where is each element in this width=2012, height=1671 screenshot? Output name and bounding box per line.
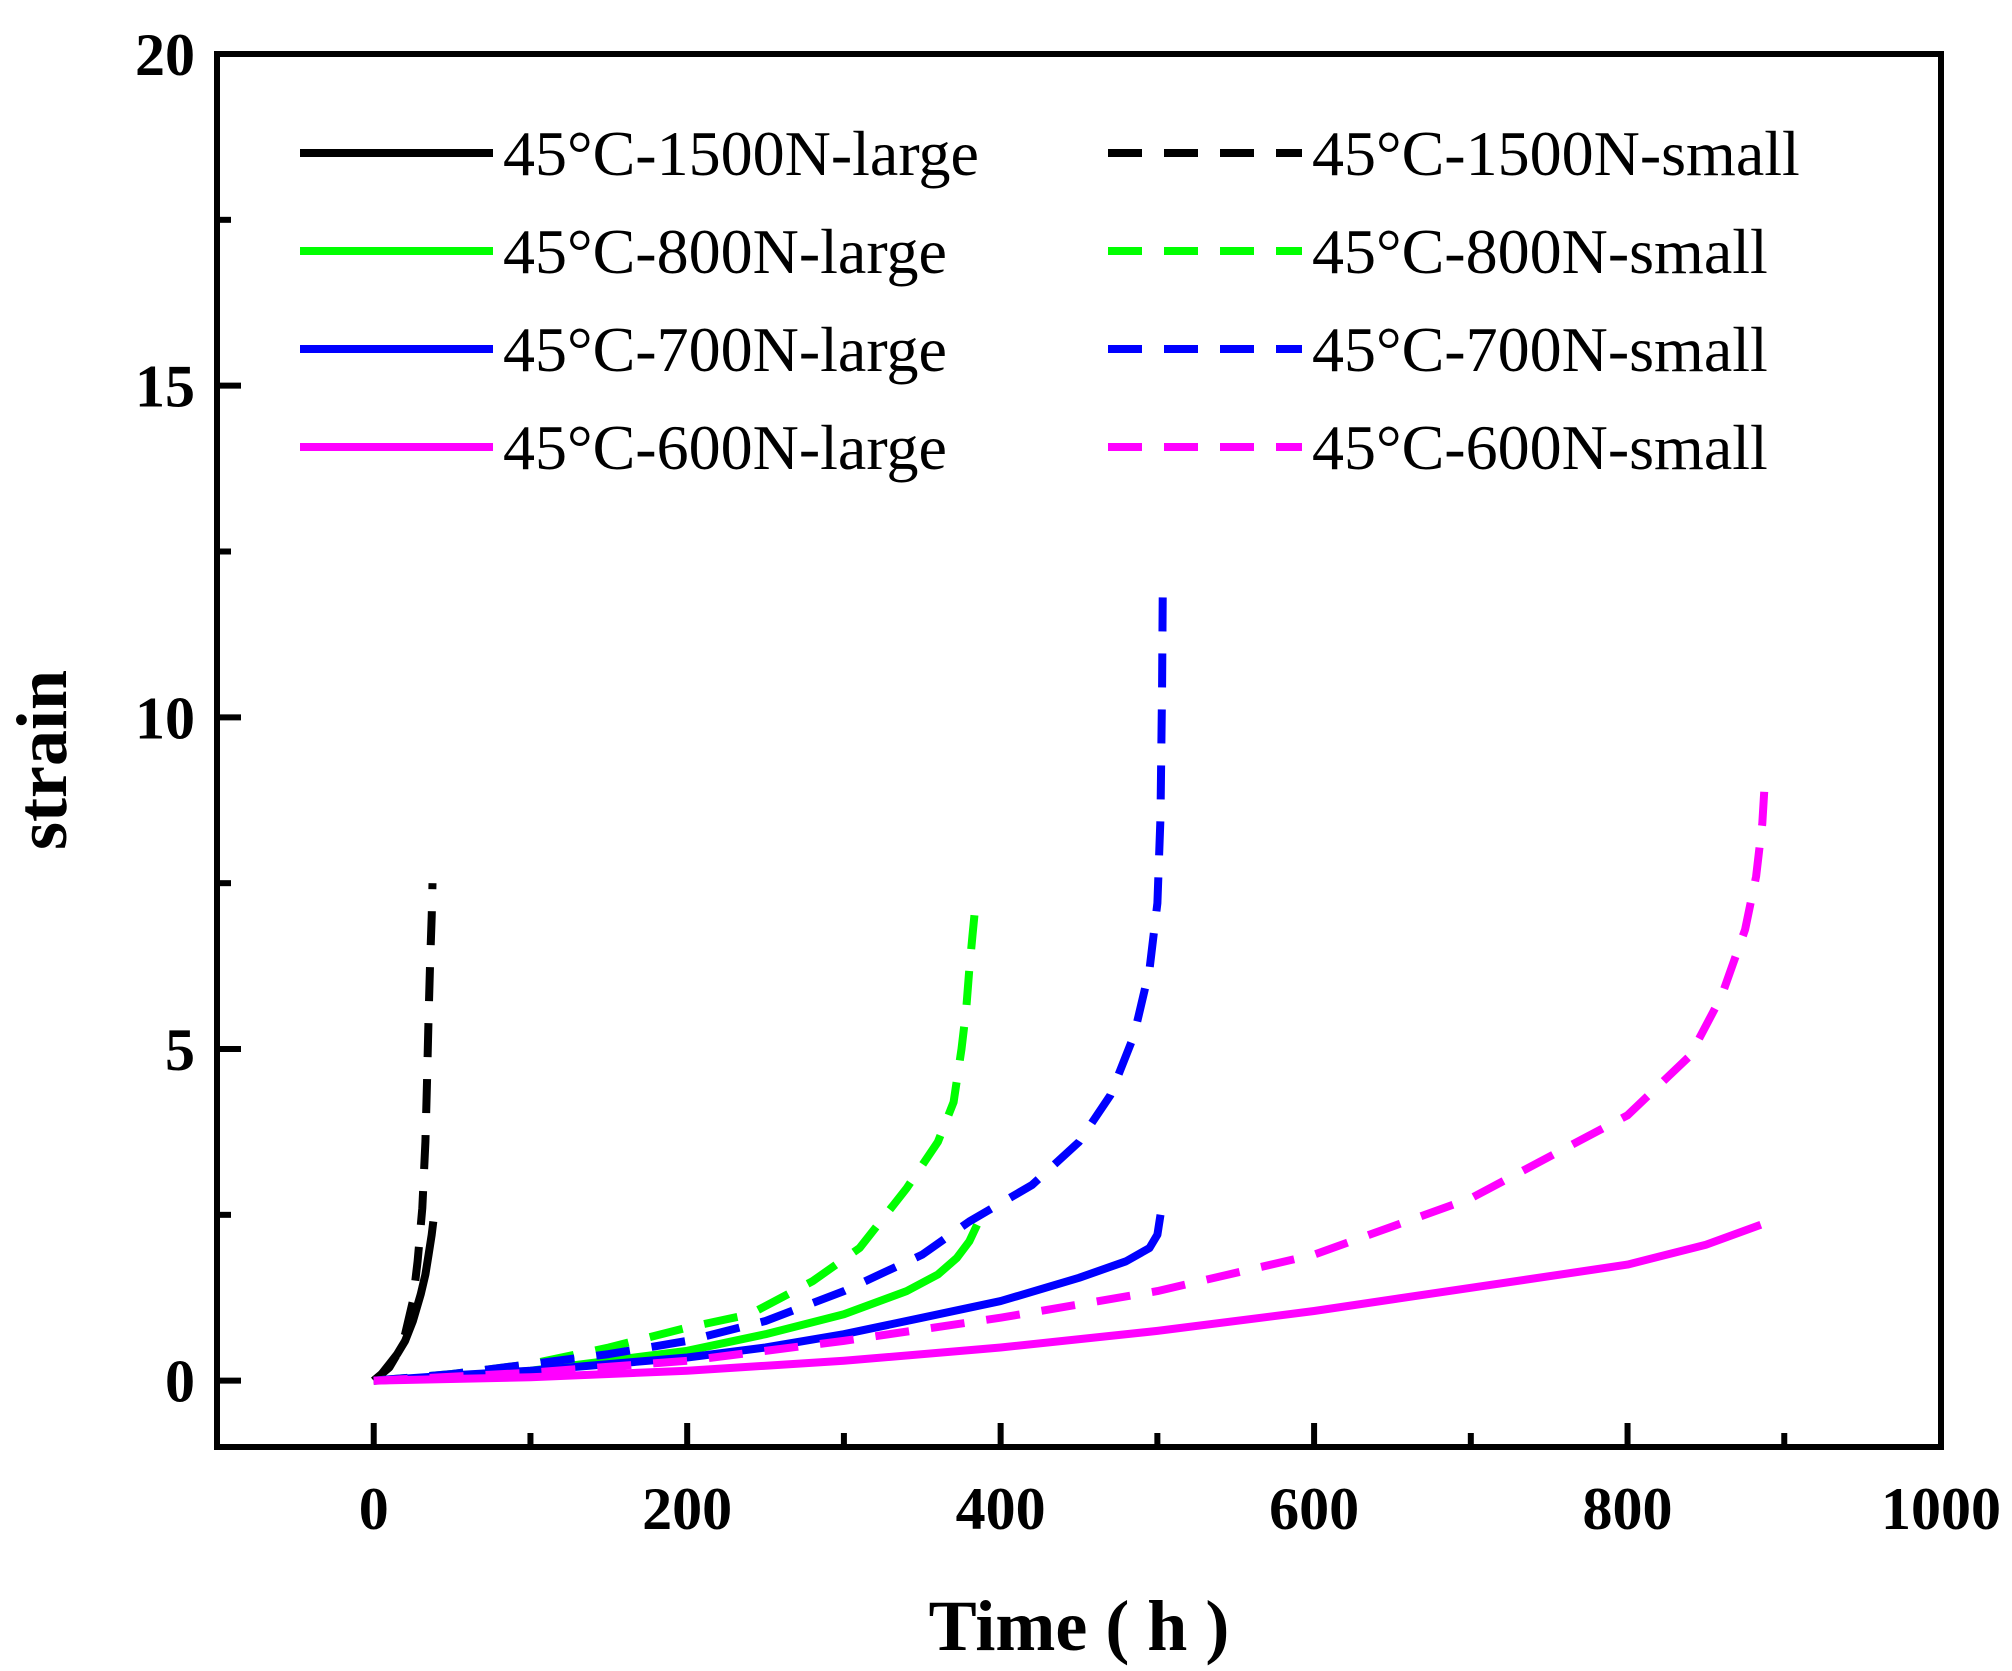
series-line xyxy=(373,584,1167,1385)
tick-labels: 0 200 400 600 800 1000 0 5 10 15 20 xyxy=(135,22,2001,1542)
y-tick-label: 0 xyxy=(165,1349,195,1415)
series-line xyxy=(373,1214,1165,1385)
legend-label: 45°C-1500N-small xyxy=(1312,118,1800,189)
y-tick-label: 15 xyxy=(135,354,195,420)
series-group xyxy=(371,584,1770,1385)
y-tick-label: 5 xyxy=(165,1017,195,1083)
series-line xyxy=(371,883,437,1384)
legend-label: 45°C-600N-small xyxy=(1312,412,1768,483)
series-line xyxy=(373,902,980,1385)
legend-label: 45°C-700N-small xyxy=(1312,314,1768,385)
x-tick-label: 0 xyxy=(359,1476,389,1542)
x-tick-label: 800 xyxy=(1583,1476,1673,1542)
x-tick-label: 400 xyxy=(956,1476,1046,1542)
y-tick-label: 20 xyxy=(135,22,195,88)
x-axis-title: Time ( h ) xyxy=(929,1586,1230,1666)
legend-label: 45°C-800N-small xyxy=(1312,216,1768,287)
legend-label: 45°C-700N-large xyxy=(503,314,947,385)
axis-ticks xyxy=(217,216,1788,1447)
legend: 45°C-1500N-large 45°C-1500N-small 45°C-800… xyxy=(300,118,1800,483)
plot-frame xyxy=(214,51,1944,1450)
legend-label: 45°C-600N-large xyxy=(503,412,947,483)
x-tick-label: 1000 xyxy=(1881,1476,2001,1542)
x-tick-label: 600 xyxy=(1269,1476,1359,1542)
series-line xyxy=(373,770,1770,1385)
series-line xyxy=(371,1221,438,1384)
series-line xyxy=(373,1221,1763,1385)
legend-label: 45°C-800N-large xyxy=(503,216,947,287)
y-tick-label: 10 xyxy=(135,685,195,751)
legend-label: 45°C-1500N-large xyxy=(503,118,979,189)
y-axis-title: strain xyxy=(2,670,82,850)
x-tick-label: 200 xyxy=(642,1476,732,1542)
